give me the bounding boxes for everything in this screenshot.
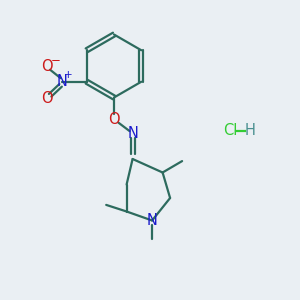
Text: O: O bbox=[41, 59, 53, 74]
Text: +: + bbox=[64, 70, 73, 80]
Text: O: O bbox=[41, 91, 53, 106]
Text: N: N bbox=[147, 213, 158, 228]
Text: H: H bbox=[244, 123, 255, 138]
Text: N: N bbox=[57, 74, 68, 89]
Text: Cl: Cl bbox=[224, 123, 238, 138]
Text: −: − bbox=[50, 54, 60, 67]
Text: O: O bbox=[108, 112, 120, 127]
Text: N: N bbox=[127, 126, 138, 141]
